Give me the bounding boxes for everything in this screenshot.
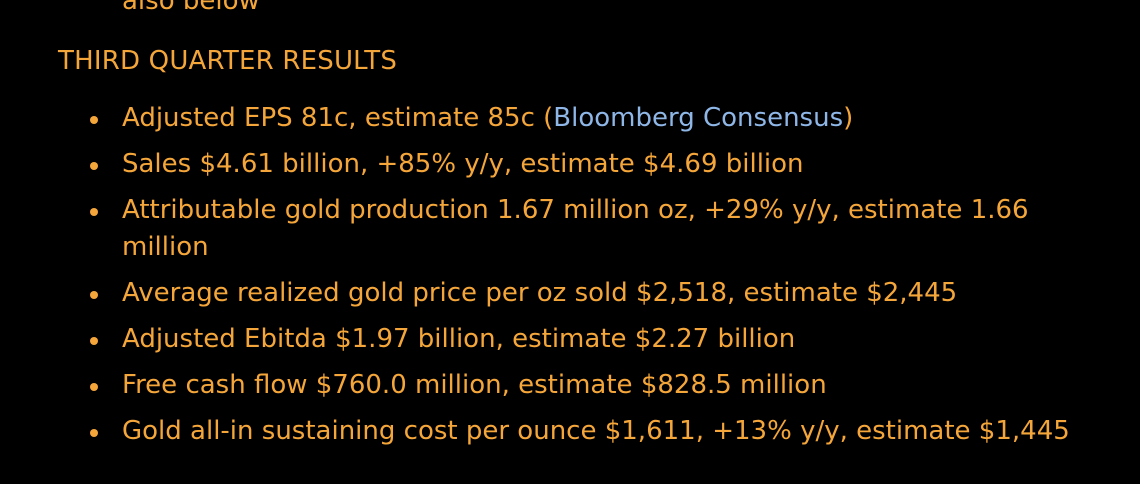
bullet-dot-icon [90, 116, 98, 124]
list-item-aisc: Gold all-in sustaining cost per ounce $1… [0, 413, 1140, 450]
list-item-gold-production: Attributable gold production 1.67 millio… [0, 192, 1140, 266]
bloomberg-consensus-link[interactable]: Bloomberg Consensus [553, 103, 844, 133]
list-item-free-cash-flow: Free cash flow $760.0 million, estimate … [0, 367, 1140, 404]
list-item-text: Free cash flow $760.0 million, estimate … [122, 370, 827, 400]
list-item-text: Sales $4.61 billion, +85% y/y, estimate … [122, 149, 804, 179]
list-item-eps: Adjusted EPS 81c, estimate 85c (Bloomber… [0, 100, 1140, 137]
list-item-gold-price: Average realized gold price per oz sold … [0, 275, 1140, 312]
bullet-dot-icon [90, 208, 98, 216]
list-item-ebitda: Adjusted Ebitda $1.97 billion, estimate … [0, 321, 1140, 358]
bullet-dot-icon [90, 291, 98, 299]
list-item-text: Average realized gold price per oz sold … [122, 278, 958, 308]
list-item-text: Attributable gold production 1.67 millio… [122, 195, 1029, 262]
list-item-text: Adjusted EPS 81c, estimate 85c ( [122, 103, 554, 133]
list-item-text: ) [843, 103, 854, 133]
bullet-dot-icon [90, 337, 98, 345]
section-title: THIRD QUARTER RESULTS [58, 46, 398, 76]
bullet-dot-icon [90, 429, 98, 437]
previous-line-text: also below [122, 0, 260, 16]
results-list: Adjusted EPS 81c, estimate 85c (Bloomber… [0, 100, 1140, 459]
bullet-dot-icon [90, 383, 98, 391]
bullet-dot-icon [90, 162, 98, 170]
list-item-text: Adjusted Ebitda $1.97 billion, estimate … [122, 324, 796, 354]
list-item-text: Gold all-in sustaining cost per ounce $1… [122, 416, 1070, 446]
list-item-sales: Sales $4.61 billion, +85% y/y, estimate … [0, 146, 1140, 183]
